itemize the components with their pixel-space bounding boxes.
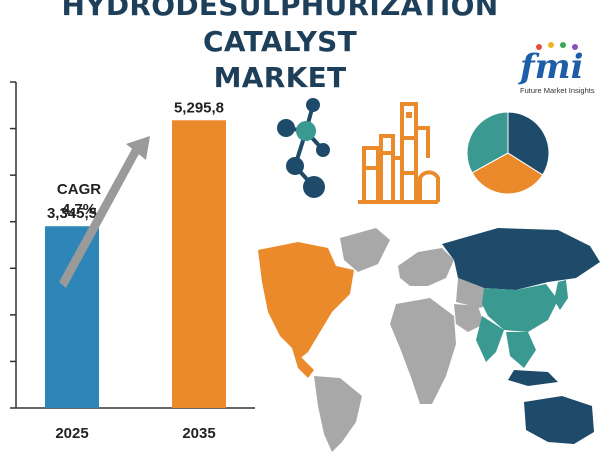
logo-dot-yellow [548,42,554,48]
category-label-2035: 2035 [182,425,215,442]
logo-dot-green [560,42,566,48]
growth-arrow-head [126,136,150,160]
pie-chart-icon [466,111,550,195]
map-japan [554,280,568,310]
map-india [476,316,504,362]
map-russia [442,228,600,290]
fmi-logo: fmi Future Market Insights [518,42,600,98]
map-southeast-asia [506,332,536,368]
page-title: HYDRODESULPHURIZATION CATALYST MARKET [0,0,560,96]
title-line-1: HYDRODESULPHURIZATION CATALYST [61,0,499,58]
logo-tagline: Future Market Insights [520,86,595,95]
bar-2025 [45,226,99,408]
refinery-icon [358,102,440,204]
value-label-2035: 5,295,8 [174,99,224,116]
world-map-icon [258,228,600,452]
map-north-america [258,242,354,360]
category-label-2025: 2025 [55,425,88,442]
map-middle-east [454,304,484,332]
bar-2035 [172,120,226,408]
map-south-america [314,376,362,452]
map-indonesia [508,370,558,386]
logo-dot-red [536,44,542,50]
map-east-asia [482,284,558,332]
logo-mark: fmi [520,47,584,87]
map-greenland [340,228,390,272]
molecule-icon [277,98,330,198]
value-label-2025: 3,345,5 [47,205,97,222]
map-europe [398,248,454,286]
pie-slice-2 [466,111,509,174]
cagr-value: 4,7% [62,201,96,218]
logo-dot-purple [572,44,578,50]
bars-group: 3,345,5 2025 5,295,8 2035 [45,99,226,442]
map-central-america [292,348,314,378]
growth-arrow-shaft [59,147,140,288]
title-line-2: MARKET [213,61,347,94]
map-africa [390,298,456,404]
cagr-label: CAGR [57,181,101,198]
y-axis-ticks [10,81,16,409]
map-australia [524,396,594,444]
growth-arrow [59,136,150,288]
